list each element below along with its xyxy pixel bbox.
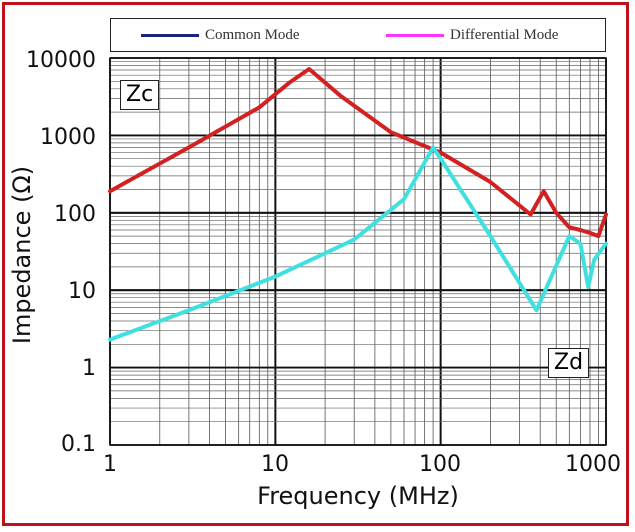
x-tick-label: 1 [103, 452, 117, 477]
plot-area [110, 58, 606, 445]
plot-border [109, 57, 607, 446]
legend: Common Mode Differential Mode [110, 18, 606, 52]
legend-item-common: Common Mode [141, 25, 300, 45]
y-tick-label: 1000 [40, 125, 96, 150]
series-line-zd [108, 145, 608, 342]
x-tick-label: 1000 [565, 452, 621, 477]
y-axis-label: Impedance (Ω) [8, 165, 36, 345]
legend-item-differential: Differential Mode [386, 25, 558, 45]
y-tick-label: 0.1 [61, 432, 96, 457]
x-axis-label: Frequency (MHz) [257, 482, 459, 510]
legend-swatch-differential [386, 33, 444, 37]
x-tick-label: 10 [261, 452, 289, 477]
x-tick-label: 100 [419, 452, 461, 477]
legend-label-differential: Differential Mode [450, 26, 559, 43]
y-tick-label: 1 [82, 356, 96, 381]
y-tick-label: 10000 [26, 48, 96, 73]
legend-swatch-common [141, 33, 199, 37]
series-line-zc [108, 67, 608, 239]
legend-label-common: Common Mode [205, 26, 300, 43]
zd-label: Zd [548, 348, 590, 378]
y-tick-label: 10 [68, 279, 96, 304]
y-tick-label: 100 [54, 202, 96, 227]
zc-label: Zc [120, 80, 160, 110]
